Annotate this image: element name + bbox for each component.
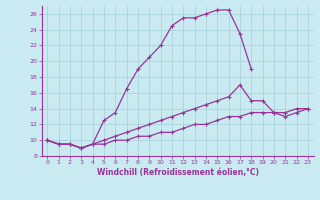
X-axis label: Windchill (Refroidissement éolien,°C): Windchill (Refroidissement éolien,°C)	[97, 168, 259, 177]
